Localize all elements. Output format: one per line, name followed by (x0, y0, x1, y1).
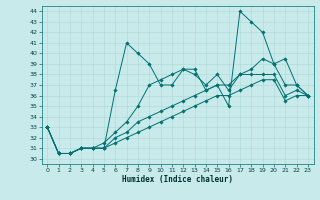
X-axis label: Humidex (Indice chaleur): Humidex (Indice chaleur) (122, 175, 233, 184)
